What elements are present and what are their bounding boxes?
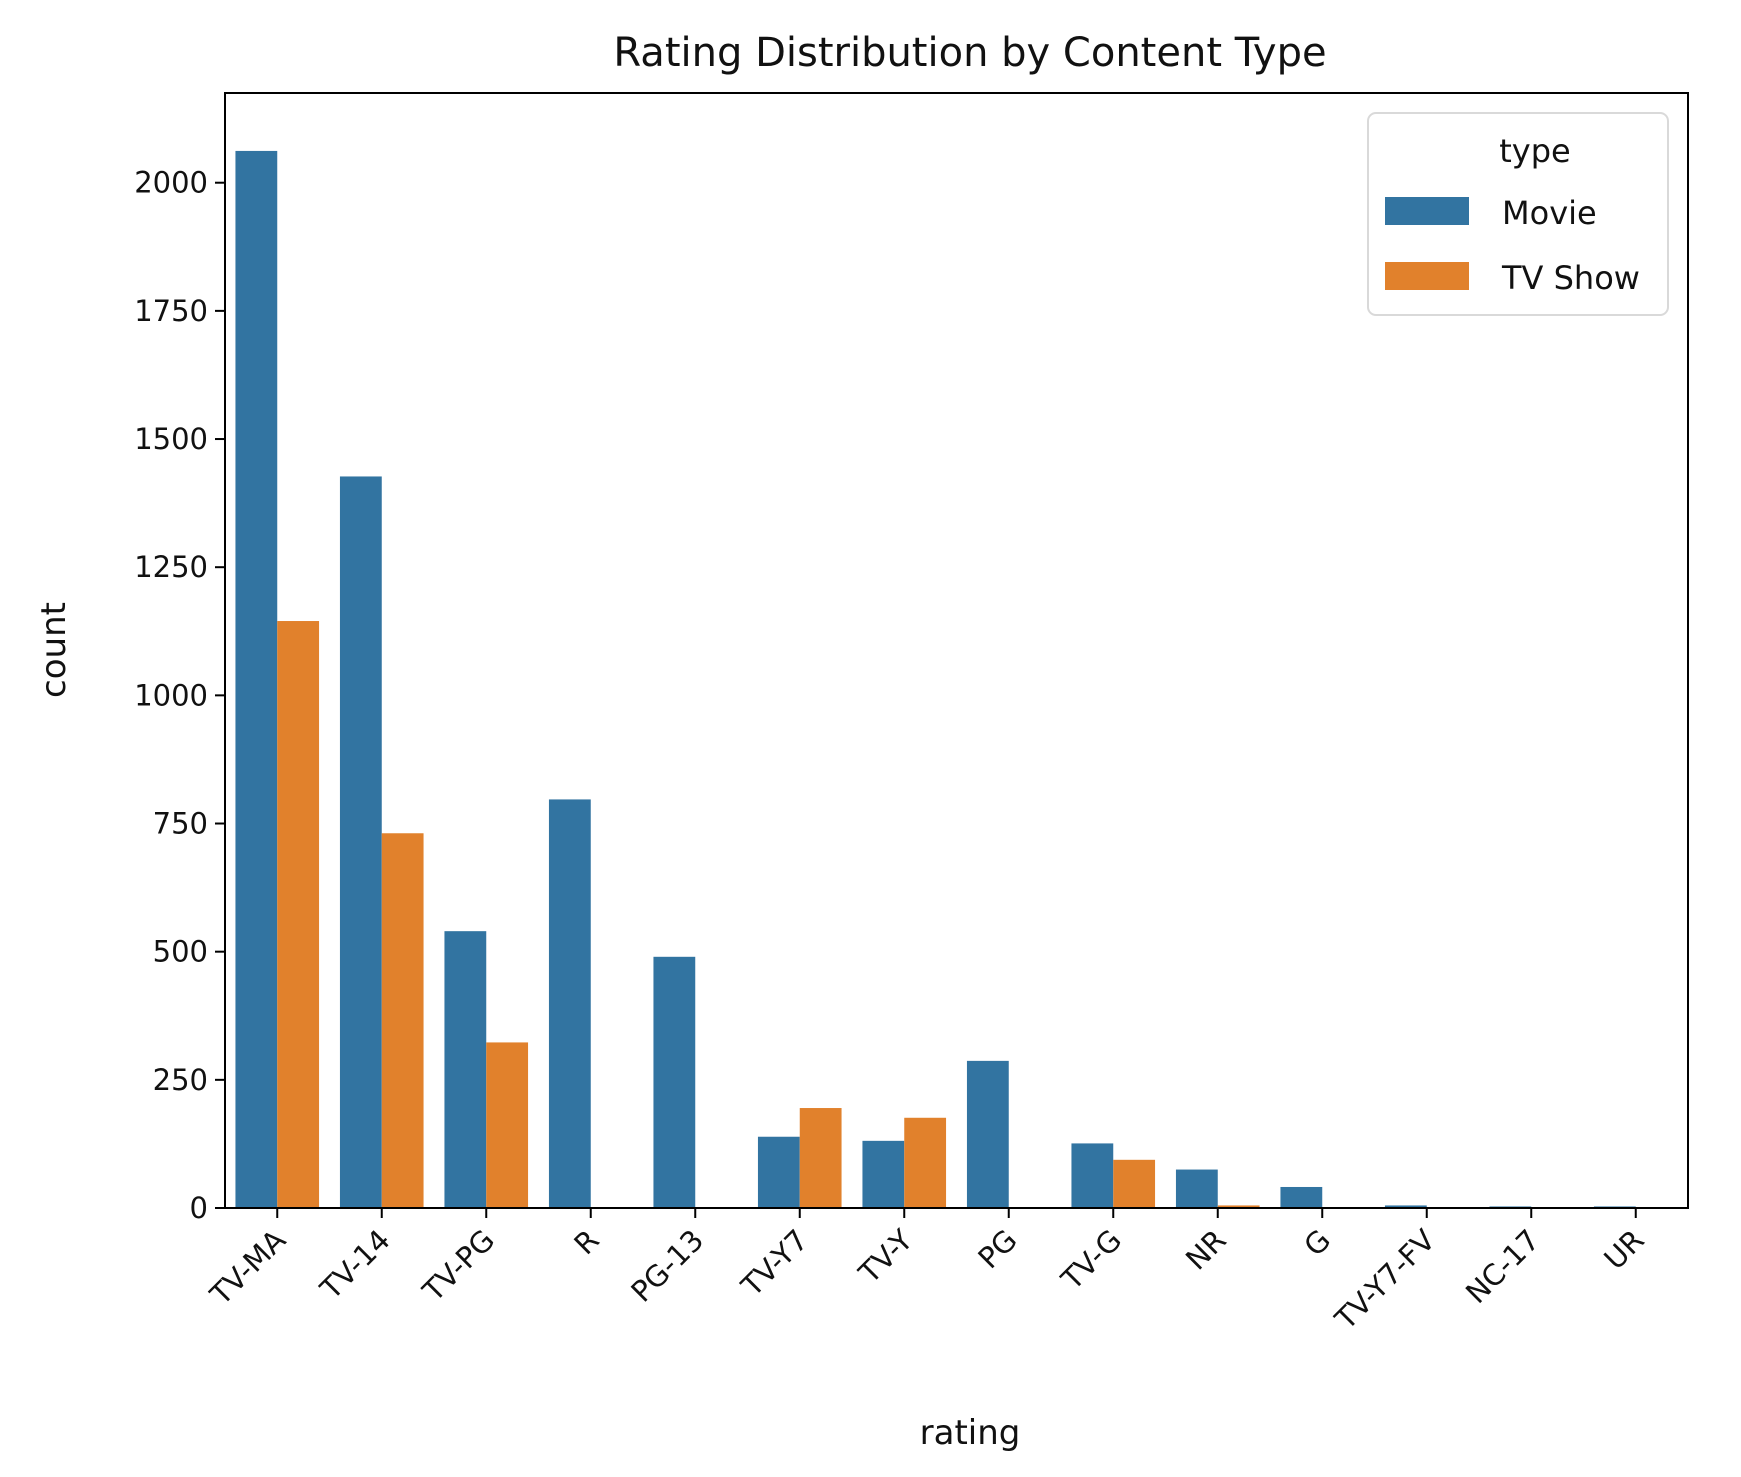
y-tick-label-1500: 1500 bbox=[134, 422, 208, 456]
y-tick-label-250: 250 bbox=[153, 1063, 208, 1097]
legend-label-movie: Movie bbox=[1502, 194, 1597, 232]
legend-swatch-movie bbox=[1385, 197, 1469, 225]
y-tick-label-750: 750 bbox=[153, 807, 208, 841]
y-tick-label-500: 500 bbox=[153, 935, 208, 969]
legend-label-tv-show: TV Show bbox=[1501, 259, 1640, 297]
bar-movie-pg bbox=[966, 1060, 1009, 1208]
bar-movie-tv-y7-fv bbox=[1384, 1205, 1427, 1208]
y-tick-label-1000: 1000 bbox=[134, 678, 208, 712]
bar-movie-tv-y7 bbox=[757, 1136, 800, 1208]
bar-tv-show-tv-pg bbox=[486, 1042, 529, 1208]
y-axis-label: count bbox=[34, 602, 74, 698]
legend-title: type bbox=[1499, 132, 1570, 170]
bar-movie-g bbox=[1280, 1186, 1323, 1208]
bar-movie-r bbox=[548, 799, 591, 1208]
bar-movie-nr bbox=[1175, 1169, 1218, 1208]
y-tick-label-2000: 2000 bbox=[134, 166, 208, 200]
bar-movie-tv-pg bbox=[444, 931, 487, 1208]
chart-title: Rating Distribution by Content Type bbox=[613, 30, 1326, 76]
y-tick-label-1750: 1750 bbox=[134, 294, 208, 328]
plot-frame bbox=[224, 92, 1689, 1209]
legend: type Movie TV Show bbox=[1367, 112, 1669, 316]
bar-tv-show-tv-14 bbox=[381, 833, 424, 1208]
bar-movie-tv-g bbox=[1071, 1143, 1114, 1208]
y-tick-label-1250: 1250 bbox=[134, 550, 208, 584]
legend-swatch-tv-show bbox=[1385, 262, 1469, 290]
bar-movie-tv-14 bbox=[339, 476, 382, 1209]
bars-layer bbox=[235, 150, 1636, 1209]
bar-movie-tv-y bbox=[862, 1140, 905, 1208]
y-tick-label-0: 0 bbox=[190, 1191, 208, 1225]
bar-tv-show-tv-g bbox=[1113, 1159, 1156, 1208]
bar-tv-show-nr bbox=[1217, 1205, 1260, 1208]
x-axis-label: rating bbox=[920, 1413, 1021, 1453]
bar-tv-show-tv-ma bbox=[277, 621, 320, 1208]
bar-tv-show-tv-y7 bbox=[799, 1108, 842, 1208]
bar-tv-show-tv-y bbox=[904, 1117, 947, 1208]
bar-movie-tv-ma bbox=[235, 150, 278, 1209]
bar-movie-pg-13 bbox=[653, 956, 696, 1208]
